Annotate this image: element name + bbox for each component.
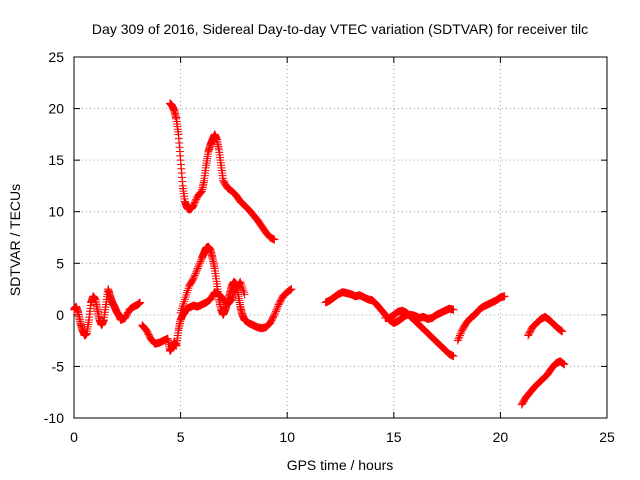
data-point [560,360,569,369]
x-tick-label: 0 [70,429,78,445]
data-point [453,336,462,345]
data-point [192,266,201,275]
data-point [226,297,235,306]
series-arc-c [165,99,279,244]
data-point [180,297,189,306]
data-point [194,262,203,271]
y-tick-label: 15 [48,152,64,168]
y-tick-label: -10 [44,410,64,426]
data-point [190,273,199,282]
data-point [196,188,205,197]
data-point [239,286,248,295]
data-point [285,286,294,295]
data-point [136,298,145,307]
series-arc-g [381,306,458,361]
series-arc-j [517,357,569,409]
data-point [271,307,280,316]
data-point [286,285,295,294]
data-point [228,293,237,302]
data-point [181,293,190,302]
axis-ticks: 0 5 10 15 20 25 -10 -5 0 5 10 15 20 25 [44,49,615,445]
plot-frame [73,56,608,419]
x-tick-label: 5 [177,429,185,445]
y-tick-label: -5 [52,358,65,374]
y-tick-label: 25 [48,49,64,65]
data-point [270,235,279,244]
data-point [456,329,465,338]
data-point [558,359,567,368]
data-point [189,274,198,283]
data-point [237,279,246,288]
series-arc-h [453,292,509,345]
data-point [182,288,191,297]
y-tick-label: 10 [48,204,64,220]
x-tick-label: 10 [279,429,295,445]
data-point [454,334,463,343]
data-point [196,257,205,266]
data-point [193,264,202,273]
data-point [265,319,274,328]
data-point [230,288,239,297]
data-point [556,326,565,335]
data-point [455,331,464,340]
data-point [182,290,191,299]
data-point [449,352,458,361]
data-point [195,259,204,268]
series-arc-b [138,308,189,355]
data-point [558,327,567,336]
data-point [286,286,295,295]
chart-title: Day 309 of 2016, Sidereal Day-to-day VTE… [92,21,588,37]
data-point [556,325,565,334]
data-point [557,326,566,335]
data-point [192,267,201,276]
x-tick-label: 25 [599,429,615,445]
data-point [558,358,567,367]
data-point [191,269,200,278]
data-point [559,359,568,368]
data-point [272,305,281,314]
data-point [449,305,458,314]
data-points [70,99,569,409]
y-tick-label: 20 [48,101,64,117]
data-point [183,286,192,295]
y-tick-label: 5 [56,255,64,271]
series-arc-a [70,285,145,340]
data-point [270,310,279,319]
data-point [237,281,246,290]
series-arc-e [180,277,249,314]
data-point [500,292,509,301]
y-axis-label: SDTVAR / TECUs [7,184,23,296]
data-point [180,295,189,304]
data-point [195,261,204,270]
data-point [238,284,247,293]
series-arc-i [524,312,567,340]
data-point [240,290,249,299]
x-tick-label: 20 [493,429,509,445]
data-point [455,333,464,342]
series-arc-d [176,242,296,333]
data-point [287,285,296,294]
grid [74,57,607,418]
y-tick-label: 0 [56,307,64,323]
data-point [273,303,282,312]
data-point [227,295,236,304]
data-point [229,290,238,299]
data-point [271,309,280,318]
data-point [190,271,199,280]
data-point [229,291,238,300]
data-point [239,288,248,297]
x-axis-label: GPS time / hours [287,457,394,473]
data-point [236,277,245,286]
x-tick-label: 15 [386,429,402,445]
